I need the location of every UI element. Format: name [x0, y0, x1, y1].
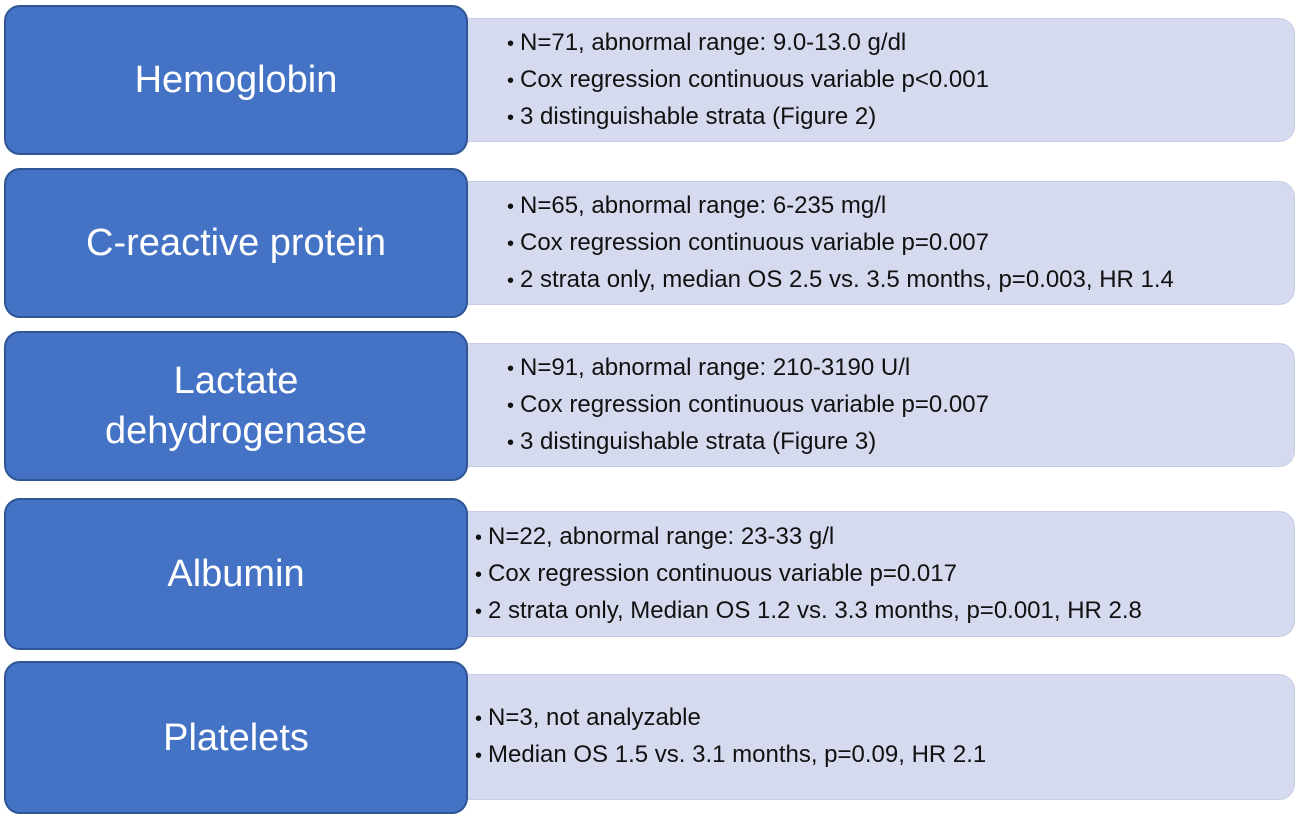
bullet-item: N=3, not analyzable — [475, 700, 1294, 737]
label-text: Lactate — [173, 360, 299, 402]
bullet-item: Cox regression continuous variable p=0.0… — [507, 387, 1294, 424]
details-c-reactive-protein: N=65, abnormal range: 6-235 mg/l Cox reg… — [440, 181, 1295, 305]
label-text: dehydrogenase — [105, 410, 367, 452]
label-text: Albumin — [167, 553, 305, 595]
label-text: C-reactive protein — [86, 222, 386, 264]
bullet-item: Median OS 1.5 vs. 3.1 months, p=0.09, HR… — [475, 737, 1294, 774]
bullet-item: Cox regression continuous variable p=0.0… — [475, 556, 1294, 593]
bullet-item: Cox regression continuous variable p<0.0… — [507, 62, 1294, 99]
details-albumin: N=22, abnormal range: 23-33 g/l Cox regr… — [440, 511, 1295, 637]
label-c-reactive-protein: C-reactive protein — [4, 168, 468, 318]
details-platelets: N=3, not analyzable Median OS 1.5 vs. 3.… — [440, 674, 1295, 800]
bullet-item: 2 strata only, median OS 2.5 vs. 3.5 mon… — [507, 262, 1294, 299]
label-hemoglobin: Hemoglobin — [4, 5, 468, 155]
bullet-item: N=65, abnormal range: 6-235 mg/l — [507, 188, 1294, 225]
details-hemoglobin: N=71, abnormal range: 9.0-13.0 g/dl Cox … — [440, 18, 1295, 142]
label-text: Platelets — [163, 716, 309, 759]
bullet-item: 2 strata only, Median OS 1.2 vs. 3.3 mon… — [475, 593, 1294, 630]
details-lactate-dehydrogenase: N=91, abnormal range: 210-3190 U/l Cox r… — [440, 343, 1295, 467]
label-lactate-dehydrogenase: Lactate dehydrogenase — [4, 331, 468, 481]
bullet-item: Cox regression continuous variable p=0.0… — [507, 225, 1294, 262]
bullet-item: N=22, abnormal range: 23-33 g/l — [475, 519, 1294, 556]
bullet-item: N=91, abnormal range: 210-3190 U/l — [507, 350, 1294, 387]
bullet-item: 3 distinguishable strata (Figure 3) — [507, 424, 1294, 461]
bullet-item: N=71, abnormal range: 9.0-13.0 g/dl — [507, 25, 1294, 62]
label-text: Hemoglobin — [134, 59, 338, 101]
label-platelets: Platelets — [4, 661, 468, 814]
bullet-item: 3 distinguishable strata (Figure 2) — [507, 99, 1294, 136]
label-albumin: Albumin — [4, 498, 468, 650]
